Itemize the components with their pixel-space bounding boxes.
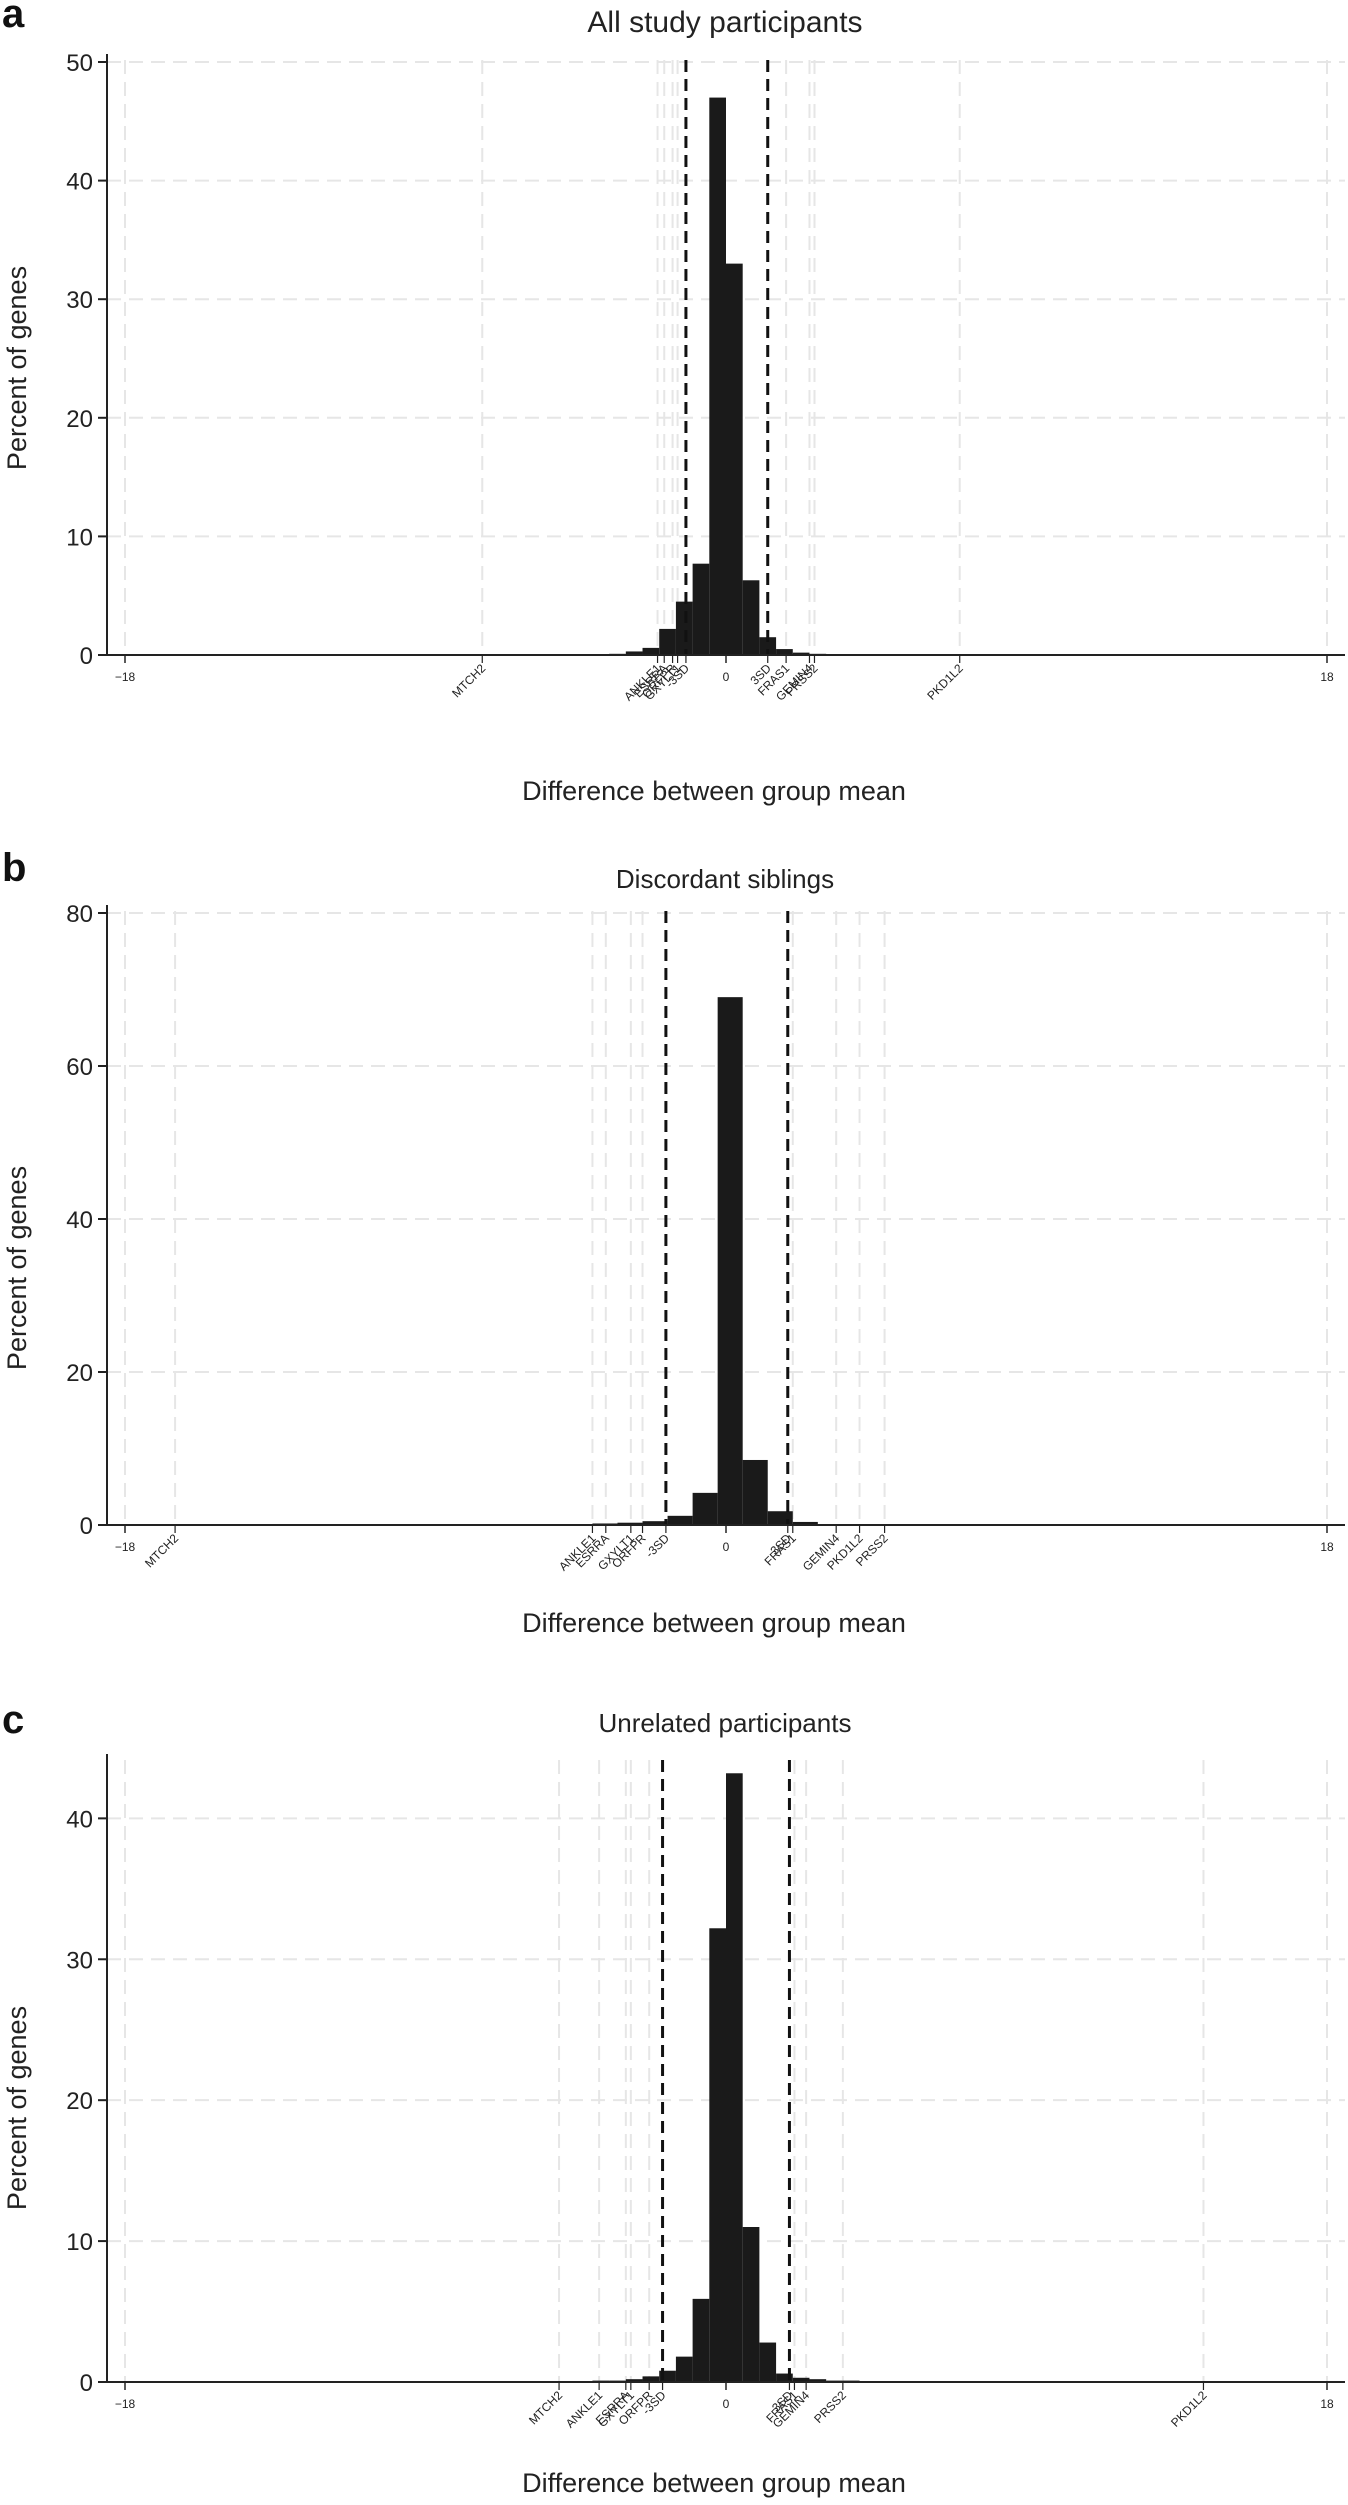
histogram-bar [742, 2227, 760, 2382]
histogram-bar [726, 1773, 743, 2382]
y-tick-label: 40 [66, 1806, 93, 1833]
histogram-bar [792, 2377, 810, 2382]
histogram-bar [692, 563, 710, 655]
x-tick-label: 0 [723, 670, 730, 684]
histogram-bar [642, 2376, 660, 2382]
panel-a: a All study participants 0 10 20 30 40 50 −18 0… [0, 0, 1348, 820]
panel-letter: b [2, 846, 27, 890]
histogram-bar [759, 637, 777, 655]
chart-title: Unrelated participants [598, 1708, 852, 1738]
y-tick-label: 40 [66, 1207, 93, 1234]
histogram-bar [742, 1459, 768, 1525]
histogram-bar [642, 1521, 668, 1525]
y-axis-label: Percent of genes [2, 1166, 32, 1370]
x-tick-label: 18 [1320, 2397, 1334, 2411]
panel-b: b Discordant siblings 0 20 40 60 80 −18 0 18 MTC… [0, 846, 1348, 1670]
histogram-bar [717, 997, 743, 1525]
histogram-bar [709, 97, 726, 655]
y-tick-label: 20 [66, 406, 93, 433]
panel-letter: a [2, 0, 25, 36]
y-tick-label: 0 [80, 2370, 93, 2397]
chart-title: Discordant siblings [615, 864, 835, 894]
x-axis-label: Difference between group mean [522, 776, 906, 806]
y-tick-label: 20 [66, 2088, 93, 2115]
x-tick-label: −18 [115, 670, 136, 684]
histogram-bar [625, 2379, 643, 2382]
y-tick-label: 60 [66, 1054, 93, 1081]
y-tick-label: 50 [66, 50, 93, 77]
chart-title: All study participants [587, 6, 863, 39]
panel-letter: c [2, 1698, 25, 1742]
histogram-bar [659, 2370, 676, 2382]
gene-label: MTCH2 [142, 1531, 181, 1570]
histogram-bar [809, 2379, 827, 2382]
y-tick-label: 20 [66, 1360, 93, 1387]
histogram-bar [692, 1492, 718, 1525]
histogram-bar [675, 601, 693, 655]
gene-label: MTCH2 [526, 2388, 565, 2427]
histogram-bar [792, 1521, 818, 1525]
y-tick-label: 40 [66, 169, 93, 196]
histogram-bar [625, 651, 643, 655]
histogram-bar [742, 580, 760, 655]
y-tick-label: 10 [66, 2229, 93, 2256]
x-tick-label: −18 [115, 2397, 136, 2411]
histogram-bar [726, 263, 743, 655]
histogram-bar [692, 2298, 710, 2382]
histogram-bar [667, 1515, 693, 1525]
y-tick-label: 0 [80, 643, 93, 670]
histogram-bar [617, 1522, 643, 1525]
y-axis-label: Percent of genes [2, 2006, 32, 2210]
histogram-bar [709, 1928, 726, 2382]
x-tick-label: 0 [723, 2397, 730, 2411]
gene-label: PKD1L2 [924, 661, 966, 703]
histogram-bar [659, 628, 676, 655]
x-axis-label: Difference between group mean [522, 2468, 906, 2498]
x-tick-label: −18 [115, 1540, 136, 1554]
x-tick-label: 0 [723, 1540, 730, 1554]
panel-c: c Unrelated participants 0 10 20 30 40 −18 0 18… [0, 1690, 1348, 2505]
x-axis-label: Difference between group mean [522, 1608, 906, 1638]
x-tick-label: 18 [1320, 1540, 1334, 1554]
gene-label: -3SD [643, 1531, 672, 1560]
y-tick-label: 30 [66, 287, 93, 314]
histogram-bar [776, 2373, 793, 2382]
histogram-bar [759, 2342, 777, 2382]
gene-label: PRSS2 [811, 2388, 849, 2426]
x-tick-label: 18 [1320, 670, 1334, 684]
y-axis-label: Percent of genes [2, 266, 32, 470]
histogram-bar [792, 652, 810, 655]
gene-label: PKD1L2 [1168, 2388, 1210, 2430]
y-tick-label: 10 [66, 524, 93, 551]
histogram-bar [642, 647, 660, 655]
y-tick-label: 30 [66, 1947, 93, 1974]
gene-label: MTCH2 [449, 661, 488, 700]
y-tick-label: 0 [80, 1513, 93, 1540]
y-tick-label: 80 [66, 901, 93, 928]
histogram-bar [776, 649, 793, 655]
histogram-bar [675, 2356, 693, 2382]
